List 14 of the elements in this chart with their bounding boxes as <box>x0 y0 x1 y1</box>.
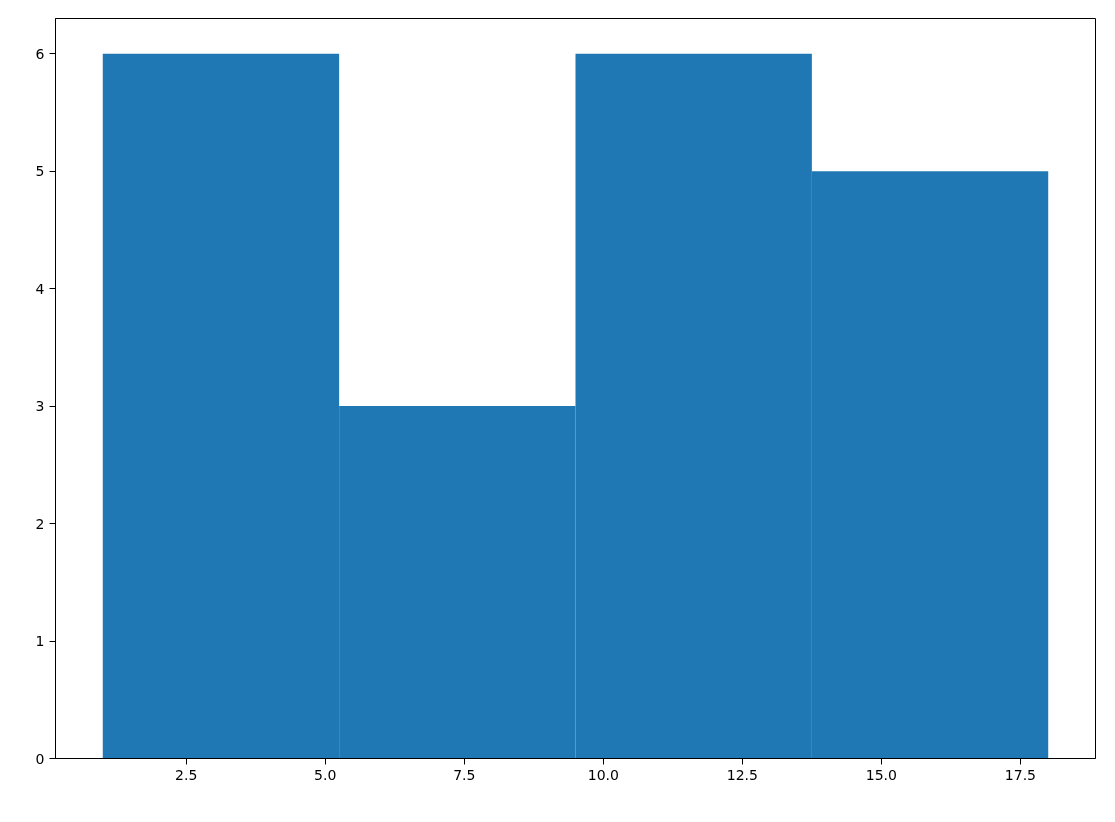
x-tick-label: 7.5 <box>453 766 476 783</box>
y-tick-label: 3 <box>35 398 45 415</box>
y-tick-label: 6 <box>35 45 45 62</box>
y-tick-label: 1 <box>35 633 45 650</box>
y-tick-label: 5 <box>35 163 45 180</box>
y-tick-label: 4 <box>35 280 45 297</box>
x-tick-label: 15.0 <box>865 766 897 783</box>
x-tick-label: 2.5 <box>175 766 198 783</box>
y-tick-label: 2 <box>35 515 45 532</box>
x-tick-label: 5.0 <box>314 766 337 783</box>
x-tick-label: 12.5 <box>726 766 758 783</box>
x-tick-label: 17.5 <box>1004 766 1037 783</box>
y-tick-label: 0 <box>35 750 45 767</box>
x-tick-label: 10.0 <box>587 766 619 783</box>
